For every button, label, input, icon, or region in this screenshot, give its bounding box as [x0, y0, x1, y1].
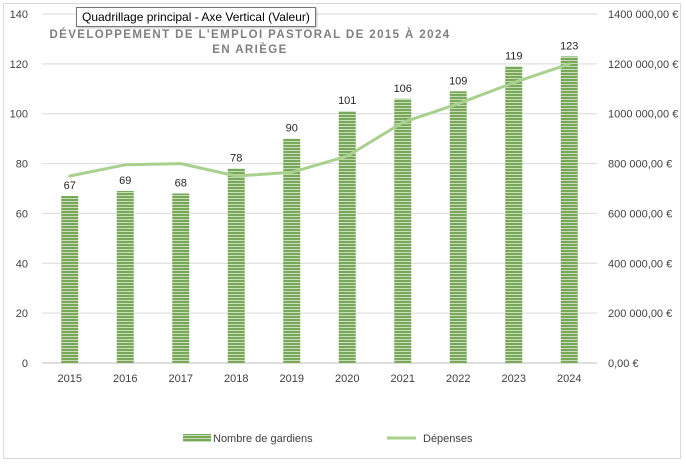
- right-axis-tick-label: 200 000,00 €: [608, 308, 672, 320]
- x-axis-tick-label: 2018: [224, 373, 248, 385]
- bar: [394, 98, 412, 363]
- bar: [449, 91, 467, 364]
- x-axis-tick-label: 2019: [280, 373, 304, 385]
- left-axis-tick-label: 0: [22, 358, 28, 370]
- right-axis-tick-label: 1200 000,00 €: [608, 59, 678, 71]
- legend-label-line: Dépenses: [423, 433, 473, 445]
- left-axis-tick-label: 80: [16, 159, 28, 171]
- x-axis-tick-label: 2023: [502, 373, 526, 385]
- bar-value-label: 106: [394, 83, 412, 95]
- data-labels: 67 69 68 78 90 101 106 109 119 123: [64, 40, 579, 192]
- x-axis-tick-label: 2024: [557, 373, 581, 385]
- right-axis-tick-label: 1400 000,00 €: [608, 9, 678, 21]
- chart-frame: 67 69 68 78 90 101 106 109 119 123 0 20 40 60 80 100 12…: [3, 3, 681, 459]
- right-axis-tick-label: 600 000,00 €: [608, 208, 672, 220]
- left-axis-tick-label: 100: [10, 109, 28, 121]
- bar: [505, 66, 523, 363]
- legend-swatch-bars: [183, 434, 211, 442]
- bar-value-label: 68: [175, 177, 187, 189]
- bar: [61, 195, 79, 363]
- x-axis-ticks: 2015 2016 2017 2018 2019 2020 2021 2022 2023 2024: [58, 373, 582, 385]
- line-series: [68, 62, 571, 178]
- left-axis-tick-label: 20: [16, 308, 28, 320]
- left-axis-tick-label: 120: [10, 59, 28, 71]
- x-axis-tick-label: 2021: [391, 373, 415, 385]
- chart: 67 69 68 78 90 101 106 109 119 123 0 20 40 60 80 100 12…: [10, 9, 679, 445]
- right-axis-ticks: 0,00 € 200 000,00 € 400 000,00 € 600 000,00…: [608, 9, 678, 370]
- bar-value-label: 119: [505, 50, 523, 62]
- legend: Nombre de gardiens Dépenses: [183, 433, 473, 445]
- right-axis-tick-label: 400 000,00 €: [608, 258, 672, 270]
- left-axis-tick-label: 140: [10, 9, 28, 21]
- gridline-tooltip: Quadrillage principal - Axe Vertical (Va…: [76, 7, 316, 27]
- right-axis-tick-label: 0,00 €: [608, 358, 639, 370]
- x-axis-tick-label: 2020: [335, 373, 359, 385]
- bar: [338, 111, 356, 363]
- bar-series: [61, 56, 578, 364]
- right-axis-tick-label: 1000 000,00 €: [608, 109, 678, 121]
- bar-value-label: 90: [286, 123, 298, 135]
- legend-item-line[interactable]: Dépenses: [387, 433, 473, 445]
- bar: [283, 138, 301, 363]
- bar-value-label: 78: [230, 153, 242, 165]
- left-axis-ticks: 0 20 40 60 80 100 120 140: [10, 9, 28, 370]
- x-axis-tick-label: 2017: [169, 373, 193, 385]
- x-axis-tick-label: 2022: [446, 373, 470, 385]
- x-axis-tick-label: 2015: [58, 373, 82, 385]
- bar: [116, 190, 134, 363]
- chart-title-line-1: DÉVELOPPEMENT DE L'EMPLOI PASTORAL DE 20…: [49, 28, 450, 41]
- legend-item-bars[interactable]: Nombre de gardiens: [183, 433, 313, 445]
- bar-value-label: 67: [64, 180, 76, 192]
- chart-title-line-2: EN ARIÈGE: [212, 43, 287, 56]
- bar-value-label: 109: [449, 75, 467, 87]
- left-axis-tick-label: 60: [16, 208, 28, 220]
- chart-title: DÉVELOPPEMENT DE L'EMPLOI PASTORAL DE 20…: [49, 28, 450, 56]
- legend-label-bars: Nombre de gardiens: [213, 433, 313, 445]
- left-axis-tick-label: 40: [16, 258, 28, 270]
- bar: [227, 168, 245, 363]
- right-axis-tick-label: 800 000,00 €: [608, 159, 672, 171]
- bar-value-label: 123: [560, 40, 578, 52]
- bar: [172, 193, 190, 363]
- bar-value-label: 69: [119, 175, 131, 187]
- bar-value-label: 101: [338, 95, 356, 107]
- bar: [560, 56, 578, 363]
- x-axis-tick-label: 2016: [113, 373, 137, 385]
- depenses-line: [68, 62, 571, 178]
